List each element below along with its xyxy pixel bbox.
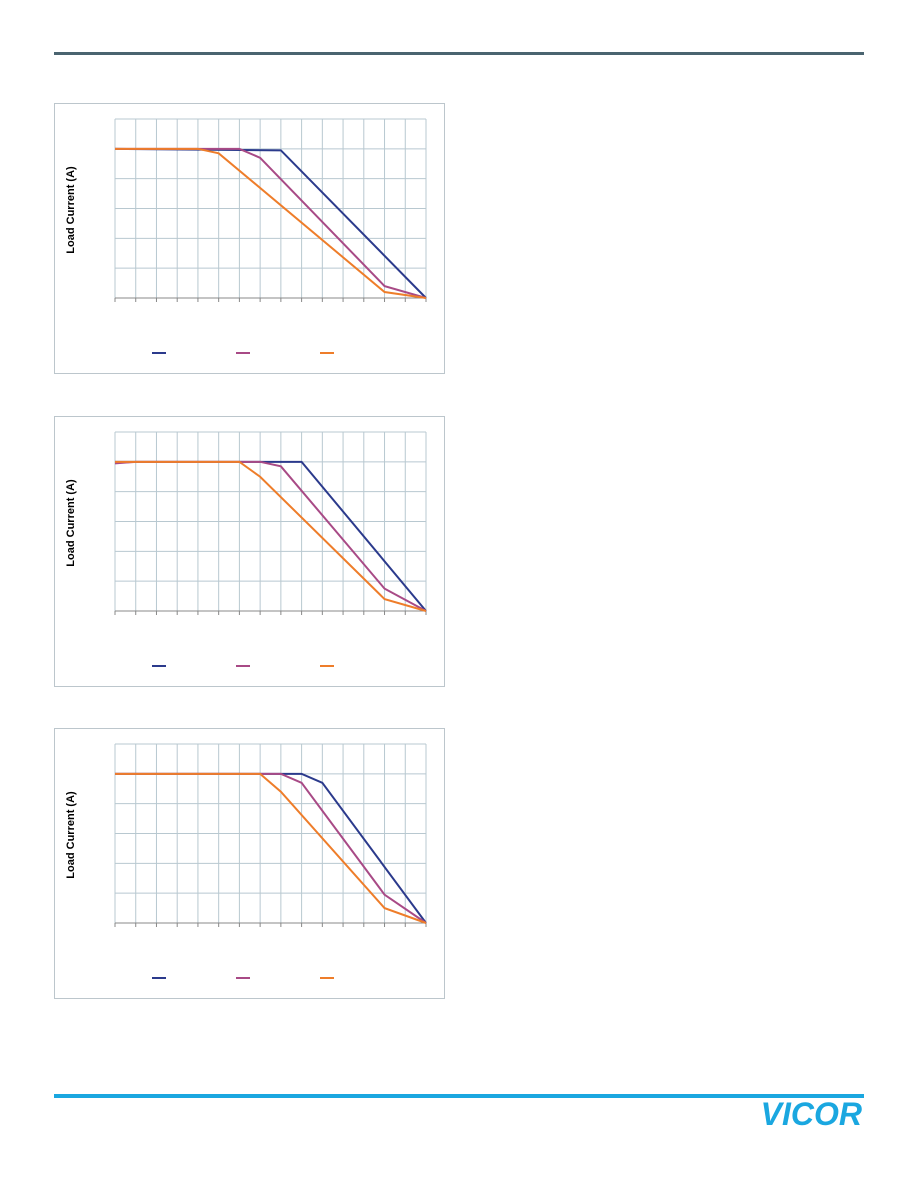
y-axis-label: Load Current (A) [65,166,77,254]
header-rule [54,52,864,55]
series-line [115,147,427,299]
y-axis-label: Load Current (A) [65,479,77,567]
logo: VICOR [761,1096,862,1132]
series-line [115,772,427,924]
series-line [115,460,427,612]
footer-rule [54,1094,864,1098]
y-axis-label: Load Current (A) [65,791,77,879]
